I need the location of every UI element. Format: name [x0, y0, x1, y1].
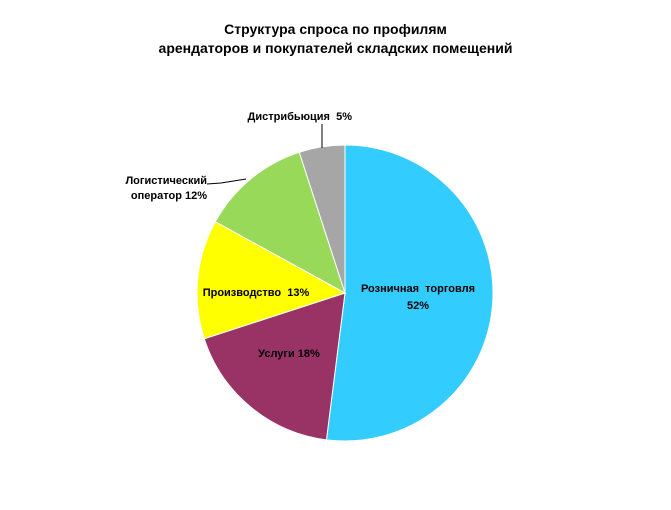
slice-label-4-line-2: оператор 12%	[131, 190, 207, 202]
pie-slice-2	[203, 292, 346, 441]
chart-title-line-1: Структура спроса по профилям	[224, 21, 447, 37]
pie-slice-1	[325, 144, 494, 442]
pie-slice-4	[214, 151, 346, 295]
chart-title-line-2: арендаторов и покупателей складских поме…	[158, 40, 513, 56]
chart-title: Структура спроса по профилям арендаторов…	[0, 20, 671, 58]
slice-label-1-line-2: 52%	[407, 300, 429, 312]
slice-label-5-line-1: Дистрибьюция 5%	[248, 111, 353, 123]
slice-label-3-line-1: Производство 13%	[203, 287, 310, 299]
leader-line-4	[206, 178, 247, 185]
slice-label-2-line-1: Услуги 18%	[258, 348, 320, 360]
slice-label-4-line-1: Логистический	[125, 175, 207, 187]
slice-label-1-line-1: Розничная торговля	[361, 283, 475, 295]
pie-slice-3	[196, 221, 347, 340]
